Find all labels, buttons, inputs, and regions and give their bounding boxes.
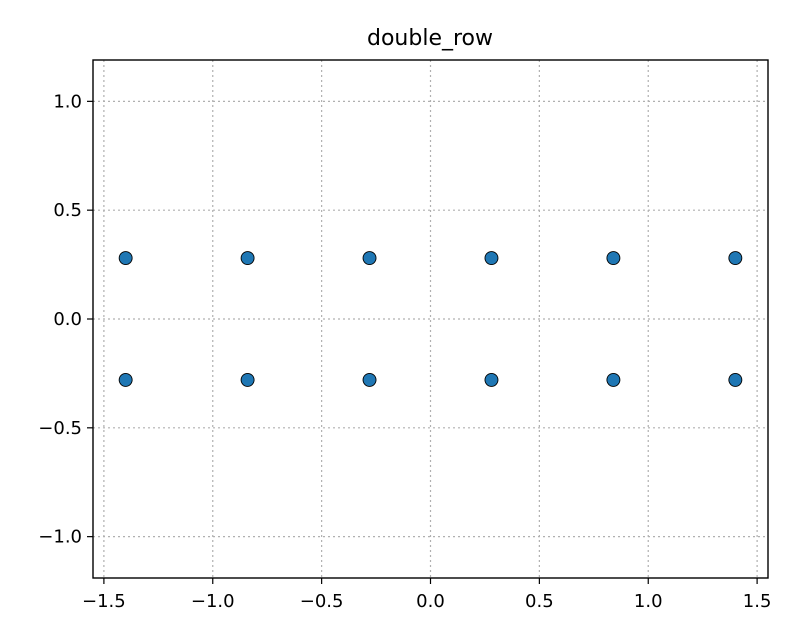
data-points [118, 251, 743, 387]
x-tick-label: −1.0 [191, 591, 235, 612]
chart-title: double_row [367, 26, 493, 51]
y-tick-label: 1.0 [53, 91, 82, 112]
x-tick-label: −1.5 [82, 591, 126, 612]
x-tick-label: 0.5 [525, 591, 554, 612]
data-point [362, 372, 377, 387]
y-tick-label: 0.0 [53, 309, 82, 330]
data-point [728, 372, 743, 387]
data-point [484, 372, 499, 387]
data-point [240, 251, 255, 266]
y-axis: −1.0 −0.5 0.0 0.5 1.0 [38, 91, 93, 548]
x-tick-label: 0.0 [416, 591, 445, 612]
data-point [362, 251, 377, 266]
y-tick-label: −0.5 [38, 418, 82, 439]
grid-lines [93, 60, 768, 578]
data-point [240, 372, 255, 387]
y-tick-label: −1.0 [38, 527, 82, 548]
data-point [728, 251, 743, 266]
data-point [118, 372, 133, 387]
data-point [484, 251, 499, 266]
y-tick-label: 0.5 [53, 200, 82, 221]
data-point [118, 251, 133, 266]
x-axis: −1.5 −1.0 −0.5 0.0 0.5 1.0 1.5 [82, 578, 771, 612]
data-point [606, 372, 621, 387]
x-tick-label: −0.5 [300, 591, 344, 612]
x-tick-label: 1.0 [634, 591, 663, 612]
x-tick-label: 1.5 [743, 591, 772, 612]
data-point [606, 251, 621, 266]
